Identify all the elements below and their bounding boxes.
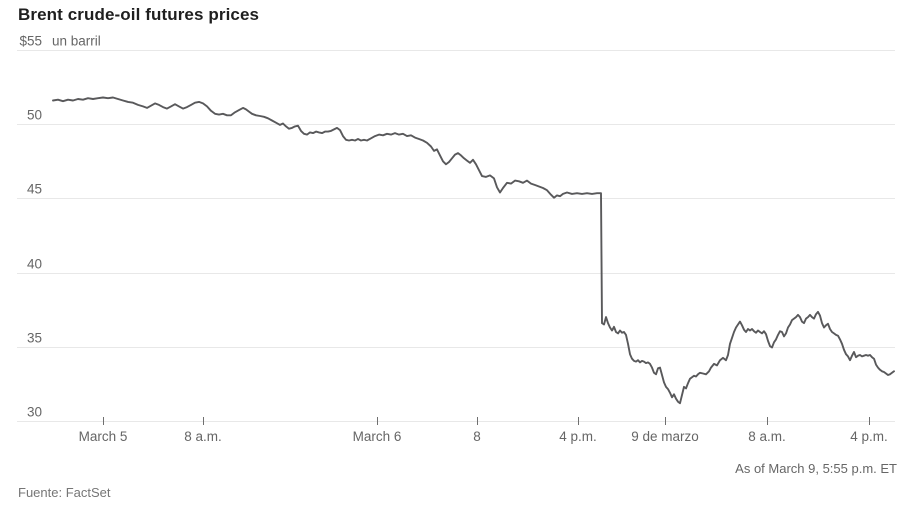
x-tick-label: 9 de marzo <box>631 429 699 444</box>
y-tick-label: 30 <box>27 405 42 420</box>
source-credit: Fuente: FactSet <box>18 485 111 500</box>
x-tick-label: 8 <box>473 429 481 444</box>
as-of-note: As of March 9, 5:55 p.m. ET <box>735 461 897 476</box>
x-tick-label: 4 p.m. <box>850 429 888 444</box>
x-tick-label: 4 p.m. <box>559 429 597 444</box>
x-tick-label: March 5 <box>79 429 128 444</box>
y-tick-label: 50 <box>27 108 42 123</box>
price-line <box>52 96 895 405</box>
x-tick-label: March 6 <box>353 429 402 444</box>
y-tick-label: 35 <box>27 331 42 346</box>
y-tick-label: $55 <box>19 34 42 49</box>
x-tick-label: 8 a.m. <box>748 429 786 444</box>
y-tick-label: 45 <box>27 182 42 197</box>
chart-title: Brent crude-oil futures prices <box>18 5 260 24</box>
y-tick-label: 40 <box>27 257 42 272</box>
y-axis-unit-label: un barril <box>52 34 101 49</box>
x-tick-label: 8 a.m. <box>184 429 222 444</box>
